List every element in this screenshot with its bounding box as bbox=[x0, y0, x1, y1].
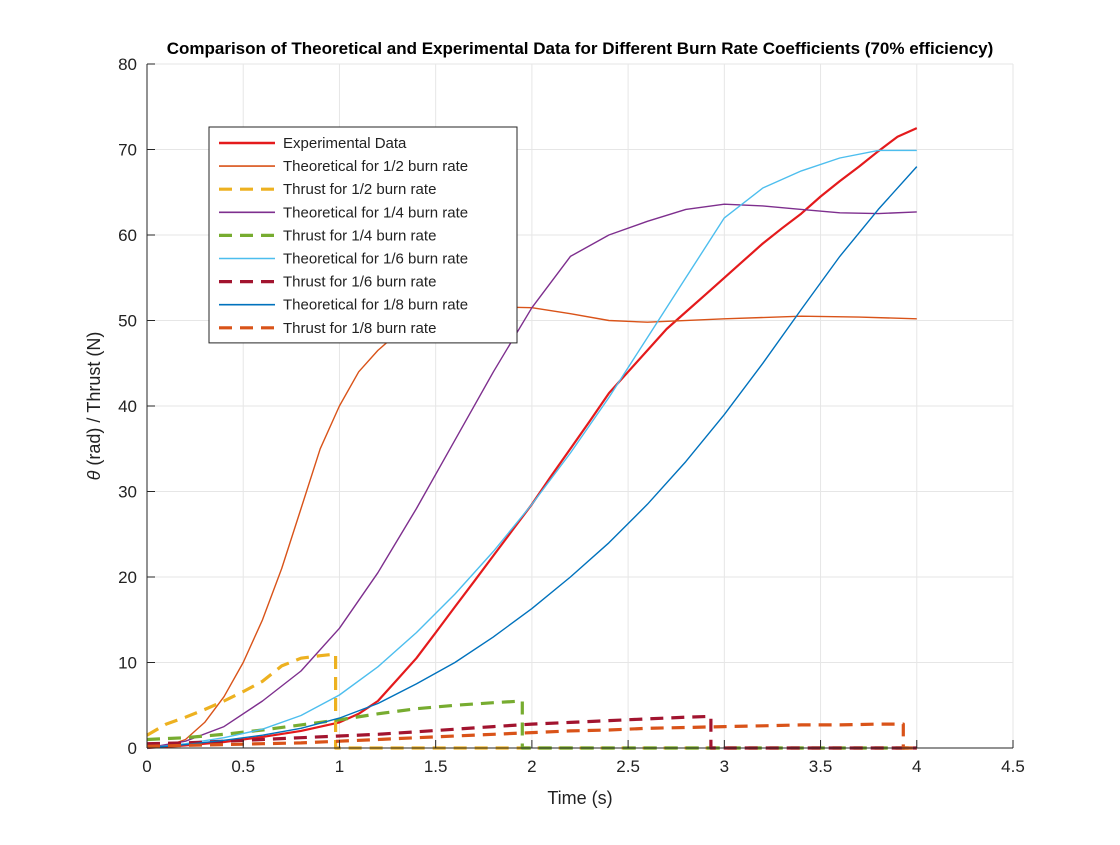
legend-label: Experimental Data bbox=[283, 135, 407, 152]
series-line-1 bbox=[146, 127, 918, 750]
y-tick-label: 70 bbox=[118, 141, 137, 160]
y-axis-label-text: (rad) / Thrust (N) bbox=[84, 332, 104, 471]
legend-label: Thrust for 1/2 burn rate bbox=[283, 181, 436, 198]
y-tick-label: 40 bbox=[118, 397, 137, 416]
legend: Experimental Data Theoretical for 1/2 bur… bbox=[208, 126, 518, 344]
chart-title: Comparison of Theoretical and Experiment… bbox=[167, 39, 994, 58]
series-line-7 bbox=[146, 714, 917, 750]
legend-label: Theoretical for 1/2 burn rate bbox=[283, 158, 468, 175]
tick-labels: 0 0.5 1 1.5 2 2.5 3 3.5 4 4.5 0 10 20 30 40 50 60 70 80 bbox=[118, 55, 1025, 776]
axes bbox=[146, 63, 1014, 749]
x-tick-label: 1.5 bbox=[424, 757, 448, 776]
y-tick-label: 10 bbox=[118, 654, 137, 673]
series-line-8 bbox=[146, 166, 918, 749]
grid-lines bbox=[146, 63, 1014, 749]
x-tick-label: 0.5 bbox=[231, 757, 255, 776]
x-tick-label: 4 bbox=[912, 757, 921, 776]
legend-label: Theoretical for 1/8 burn rate bbox=[283, 297, 468, 314]
legend-label: Thrust for 1/8 burn rate bbox=[283, 320, 436, 337]
x-tick-label: 1 bbox=[335, 757, 344, 776]
y-tick-label: 60 bbox=[118, 226, 137, 245]
series-line-2 bbox=[146, 306, 917, 749]
series-line-6 bbox=[146, 149, 917, 749]
series-line-9 bbox=[146, 722, 917, 750]
x-tick-label: 3.5 bbox=[809, 757, 833, 776]
y-tick-label: 0 bbox=[128, 739, 137, 758]
legend-label: Theoretical for 1/4 burn rate bbox=[283, 204, 468, 221]
y-tick-label: 80 bbox=[118, 55, 137, 74]
y-tick-label: 20 bbox=[118, 568, 137, 587]
x-tick-label: 0 bbox=[142, 757, 151, 776]
legend-box bbox=[208, 126, 518, 344]
y-tick-label: 50 bbox=[118, 312, 137, 331]
x-tick-label: 2.5 bbox=[616, 757, 640, 776]
x-axis-label: Time (s) bbox=[547, 788, 612, 808]
legend-label: Theoretical for 1/6 burn rate bbox=[283, 251, 468, 268]
series-line-4 bbox=[146, 203, 917, 749]
legend-label: Thrust for 1/6 burn rate bbox=[283, 274, 436, 291]
y-axis-symbol: θ bbox=[84, 470, 104, 480]
y-axis-label: θ (rad) / Thrust (N) bbox=[84, 332, 104, 481]
x-tick-label: 4.5 bbox=[1001, 757, 1025, 776]
x-tick-label: 3 bbox=[720, 757, 729, 776]
legend-label: Thrust for 1/4 burn rate bbox=[283, 227, 436, 244]
x-tick-label: 2 bbox=[527, 757, 536, 776]
y-tick-label: 30 bbox=[118, 483, 137, 502]
